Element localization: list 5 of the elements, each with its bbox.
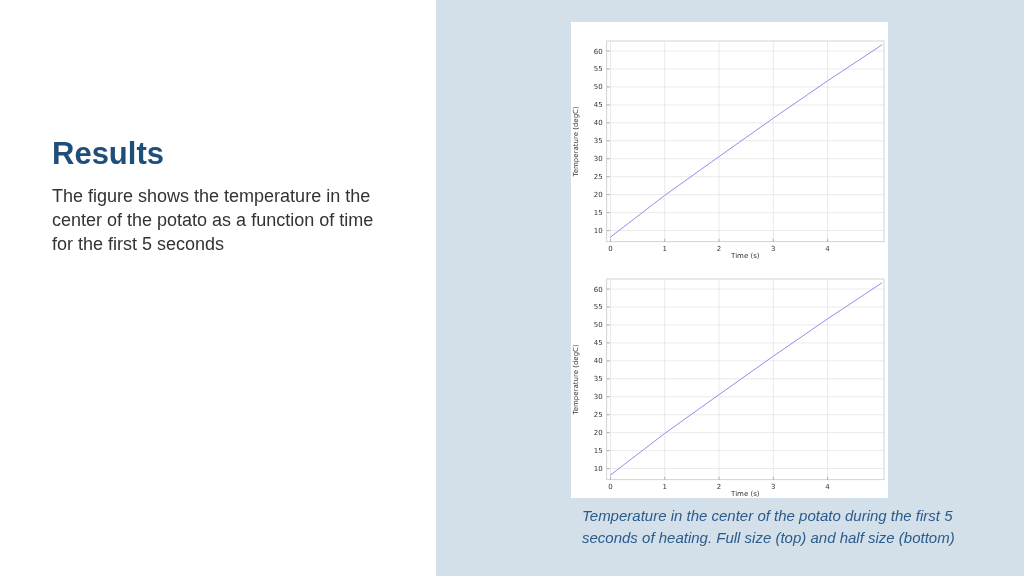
line-series	[610, 282, 883, 476]
text: Temperature in the center of the potato during the first 5 seconds of heating. Full size (top) and half size (bottom)	[582, 506, 956, 548]
text: Results	[52, 136, 165, 172]
line-series	[610, 44, 883, 238]
text: The figure shows the temperature in the center of the potato as a function of time for the first 5 seconds	[52, 185, 375, 256]
